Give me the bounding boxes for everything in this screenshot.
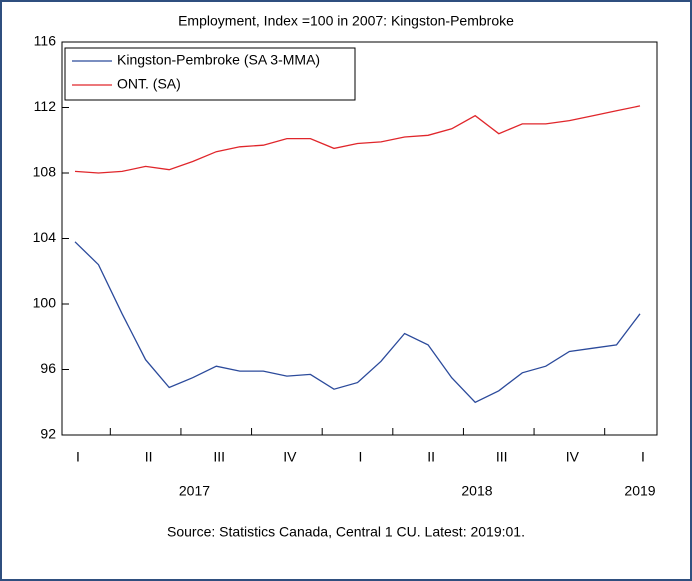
chart-title: Employment, Index =100 in 2007: Kingston… xyxy=(178,13,514,29)
x-tick-label: I xyxy=(641,449,645,465)
legend-label: ONT. (SA) xyxy=(117,76,181,92)
year-label: 2018 xyxy=(461,483,492,499)
x-tick-label: I xyxy=(76,449,80,465)
series-line xyxy=(74,241,641,404)
y-tick-label: 100 xyxy=(33,295,57,311)
x-tick-label: IV xyxy=(283,449,297,465)
x-tick-label: III xyxy=(496,449,508,465)
series-line xyxy=(74,105,641,174)
x-tick-label: I xyxy=(359,449,363,465)
y-tick-label: 92 xyxy=(40,426,56,442)
y-tick-label: 104 xyxy=(33,229,57,245)
year-label: 2019 xyxy=(624,483,655,499)
legend-label: Kingston-Pembroke (SA 3-MMA) xyxy=(117,52,320,68)
y-tick-label: 108 xyxy=(33,164,57,180)
source-note: Source: Statistics Canada, Central 1 CU.… xyxy=(167,524,525,540)
y-tick-label: 96 xyxy=(40,360,56,376)
x-tick-label: IV xyxy=(566,449,580,465)
year-label: 2017 xyxy=(179,483,210,499)
y-tick-label: 116 xyxy=(34,33,57,49)
legend-box xyxy=(64,47,356,101)
x-tick-label: III xyxy=(213,449,225,465)
x-tick-label: II xyxy=(145,449,153,465)
y-tick-label: 112 xyxy=(34,98,57,114)
x-tick-label: II xyxy=(427,449,435,465)
